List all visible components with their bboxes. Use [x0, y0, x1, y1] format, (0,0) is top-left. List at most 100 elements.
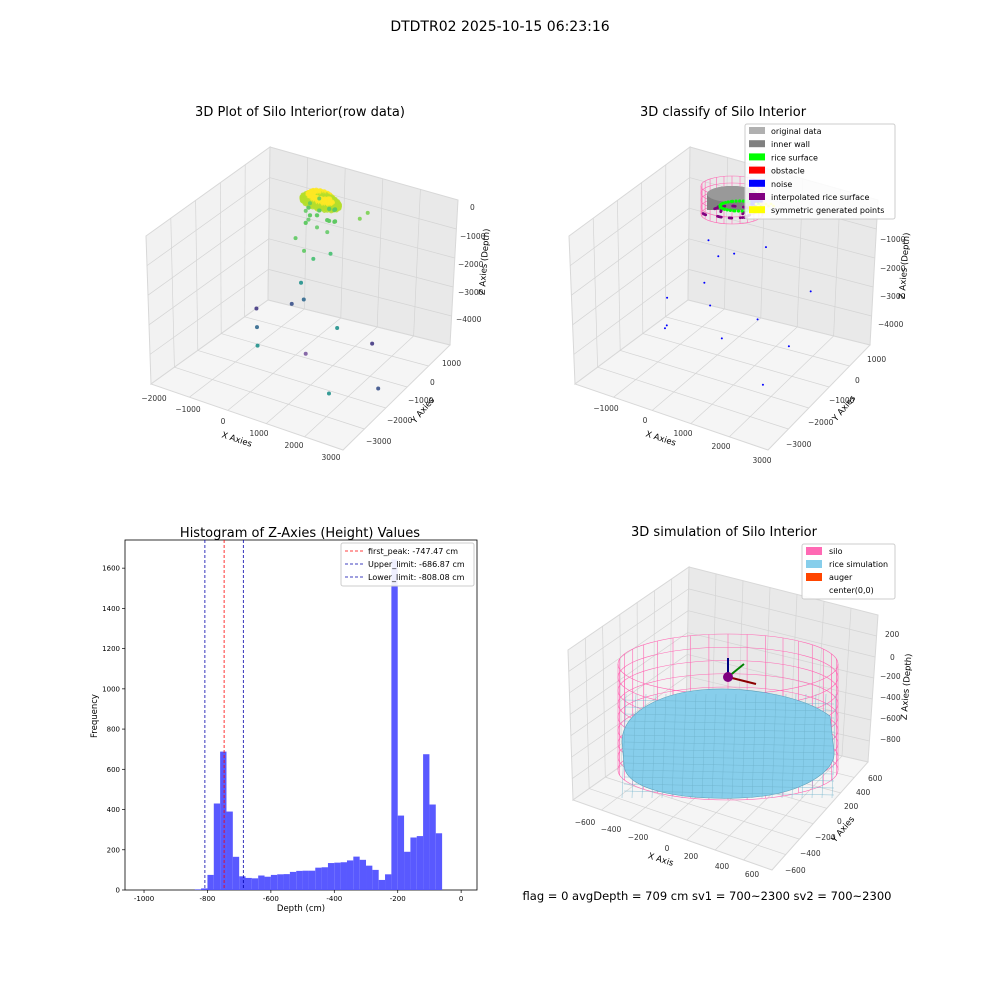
sim-x-tick: −400: [601, 825, 622, 834]
rice-surface-point: [722, 207, 725, 210]
interpolated-point: [702, 212, 705, 215]
data-point: [327, 392, 331, 396]
data-point: [317, 208, 321, 212]
histogram-bar: [322, 867, 328, 890]
legend-swatch: [749, 140, 765, 147]
histogram-bar: [436, 833, 442, 890]
data-point: [315, 225, 319, 229]
x-tick-label: -600: [263, 895, 279, 903]
data-point: [366, 211, 370, 215]
data-point: [370, 342, 374, 346]
rice-surface-point: [731, 200, 734, 203]
legend-label: center(0,0): [829, 586, 874, 595]
raw-x-tick: 3000: [321, 453, 340, 462]
data-point: [294, 236, 298, 240]
noise-point: [762, 384, 764, 386]
sim-z-tick: −400: [880, 693, 901, 702]
legend-label: obstacle: [771, 167, 805, 176]
histogram-bar: [226, 812, 232, 890]
y-tick-label: 1000: [102, 685, 120, 693]
rice-surface-point: [738, 199, 741, 202]
sim-z-tick: −200: [880, 672, 901, 681]
raw-y-tick: 1000: [442, 359, 461, 368]
data-point: [308, 213, 312, 217]
classify-x-tick: 1000: [673, 429, 692, 438]
raw-plot-title: 3D Plot of Silo Interior(row data): [195, 105, 405, 120]
interpolated-point: [728, 216, 731, 219]
legend-label: symmetric generated points: [771, 206, 884, 215]
histogram-bar: [398, 816, 404, 890]
interpolated-point: [716, 215, 719, 218]
histogram-bar: [328, 863, 334, 890]
noise-point: [703, 282, 705, 284]
legend-swatch: [749, 193, 765, 200]
histogram-bar: [284, 874, 290, 890]
raw-data-3d-plot: 3D Plot of Silo Interior(row data) −2000…: [141, 105, 492, 462]
sim-z-tick: −800: [880, 735, 901, 744]
legend-swatch: [749, 127, 765, 134]
noise-point: [709, 304, 711, 306]
histogram-bar: [271, 875, 277, 890]
y-tick-label: 1600: [102, 565, 120, 573]
noise-point: [757, 318, 759, 320]
status-footer: flag = 0 avgDepth = 709 cm sv1 = 700~230…: [523, 889, 892, 903]
depth-histogram: Histogram of Z-Axies (Height) Values -10…: [90, 526, 477, 914]
histogram-bar: [347, 860, 353, 890]
histogram-bar: [303, 871, 309, 890]
rice-surface-point: [726, 208, 729, 211]
raw-x-tick: 0: [221, 417, 226, 426]
raw-y-tick: −3000: [366, 437, 392, 446]
sim-z-tick: 0: [890, 653, 895, 662]
histogram-bar: [404, 852, 410, 890]
histogram-y-label: Frequency: [90, 694, 100, 738]
legend-swatch: [749, 167, 765, 174]
rice-surface-point: [729, 209, 732, 212]
rice-surface-point: [737, 209, 740, 212]
sim-z-tick: −600: [880, 714, 901, 723]
histogram-bar: [379, 880, 385, 890]
legend-swatch: [749, 180, 765, 187]
interpolated-point: [734, 205, 737, 208]
rice-surface-point: [734, 199, 737, 202]
x-tick-label: 0: [459, 895, 463, 903]
raw-x-tick: 1000: [249, 429, 268, 438]
sim-y-tick: −600: [785, 866, 806, 875]
sim-z-tick: 200: [885, 630, 900, 639]
classify-y-tick: −3000: [786, 440, 812, 449]
classify-plot-title: 3D classify of Silo Interior: [640, 105, 807, 120]
x-tick-label: -200: [390, 895, 406, 903]
histogram-x-label: Depth (cm): [277, 904, 325, 914]
raw-z-tick: −4000: [456, 315, 482, 324]
histogram-bar: [296, 871, 302, 890]
histogram-bar: [423, 754, 429, 890]
noise-point: [666, 297, 668, 299]
noise-point: [788, 345, 790, 347]
auger-center: [723, 672, 733, 682]
histogram-bar: [353, 857, 359, 890]
legend-label: interpolated rice surface: [771, 193, 869, 202]
legend-label: inner wall: [771, 140, 810, 149]
rice-surface-point: [718, 205, 721, 208]
noise-point: [721, 337, 723, 339]
noise-point: [810, 290, 812, 292]
legend-swatch: [806, 560, 822, 568]
histogram-bar: [410, 838, 416, 891]
data-point: [306, 218, 310, 222]
y-tick-label: 600: [107, 766, 120, 774]
histogram-bar: [429, 805, 435, 890]
classify-y-tick: −2000: [808, 418, 834, 427]
y-tick-label: 0: [116, 887, 120, 895]
data-point: [311, 257, 315, 261]
classify-x-tick: 2000: [711, 442, 730, 451]
rice-surface-point: [741, 209, 744, 212]
histogram-bar: [366, 866, 372, 890]
data-point: [307, 206, 311, 210]
legend-swatch: [749, 153, 765, 160]
classify-x-tick: 0: [643, 416, 648, 425]
histogram-bar: [277, 874, 283, 890]
classify-3d-plot: 3D classify of Silo Interior −1000 0 100…: [569, 105, 912, 465]
